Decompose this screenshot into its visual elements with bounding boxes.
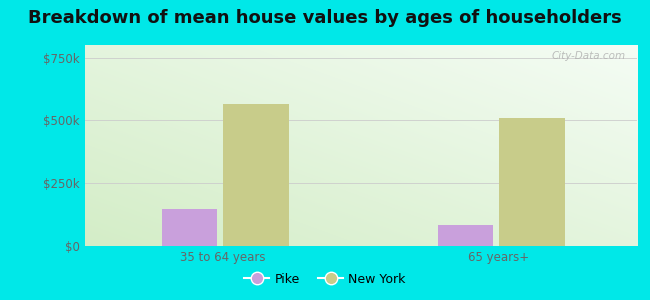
Text: Breakdown of mean house values by ages of householders: Breakdown of mean house values by ages o… [28, 9, 622, 27]
Text: City-Data.com: City-Data.com [552, 51, 626, 61]
Legend: Pike, New York: Pike, New York [239, 268, 411, 291]
Bar [438, 225, 493, 246]
Bar [222, 104, 289, 246]
Bar [162, 209, 217, 246]
Bar [499, 118, 565, 246]
